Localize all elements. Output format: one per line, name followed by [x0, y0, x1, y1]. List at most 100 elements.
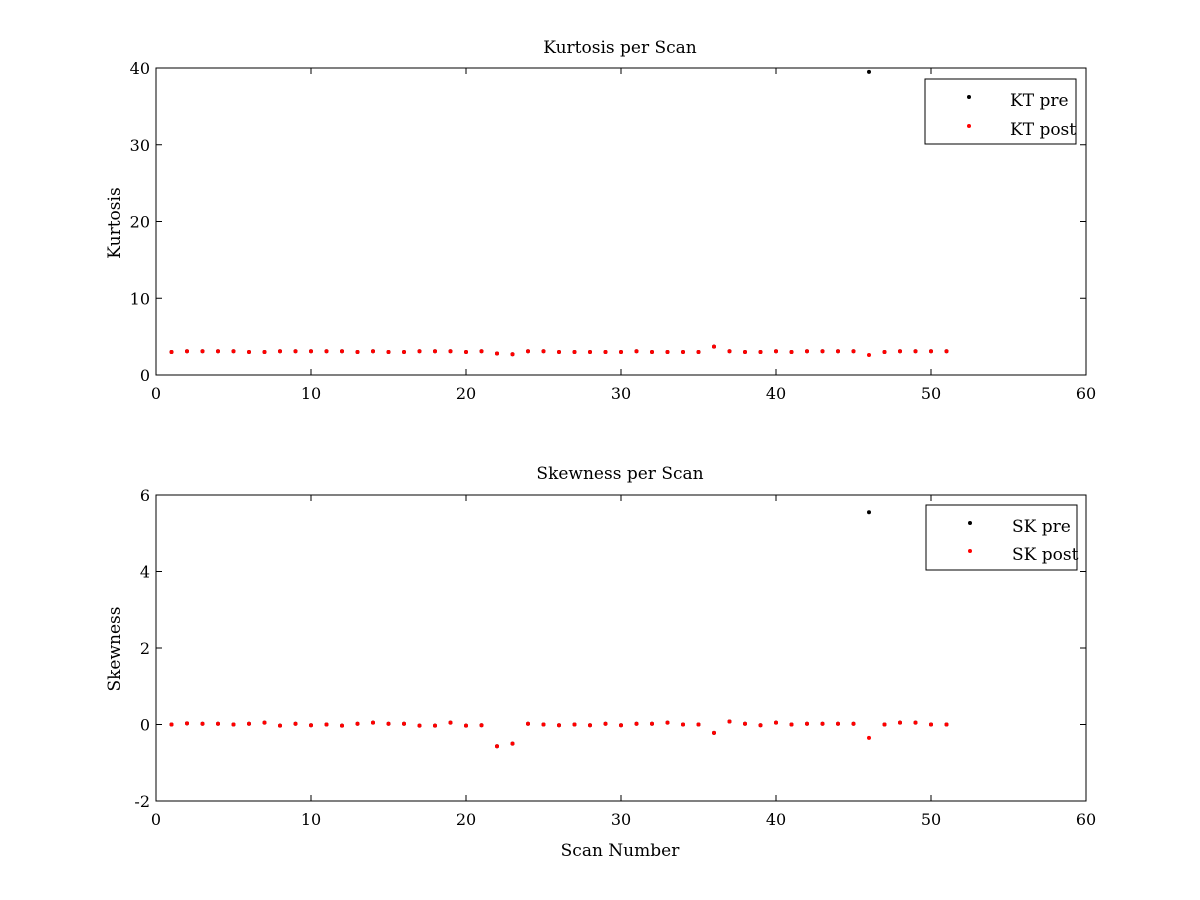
- kurtosis-point-kt-post: [309, 349, 313, 354]
- kurtosis-point-kt-post: [696, 349, 701, 354]
- kurtosis-point-kt-post: [913, 349, 918, 354]
- skewness-point-sk-post: [727, 719, 732, 724]
- kurtosis-point-kt-post: [727, 349, 732, 354]
- kurtosis-point-kt-post: [324, 349, 329, 354]
- skewness-point-sk-post: [479, 723, 484, 728]
- skewness-point-sk-post: [309, 723, 313, 728]
- skewness-point-sk-post: [929, 722, 933, 727]
- kurtosis-point-kt-post: [836, 349, 840, 354]
- skewness-point-sk-post: [200, 721, 205, 726]
- kurtosis-point-kt-post: [200, 349, 205, 354]
- skewness-data-points: [169, 510, 949, 749]
- kurtosis-plot-frame: [155, 67, 1087, 376]
- skewness-point-sk-post: [417, 723, 422, 728]
- kurtosis-y-tick-label: 40: [130, 59, 150, 78]
- kurtosis-point-kt-post: [231, 349, 236, 354]
- skewness-point-sk-post: [820, 721, 825, 726]
- kurtosis-point-kt-post: [169, 349, 174, 354]
- kurtosis-point-kt-post: [789, 349, 794, 354]
- skewness-point-sk-post: [789, 722, 794, 727]
- kurtosis-x-tick-label: 20: [456, 384, 476, 403]
- kurtosis-data-points: [169, 69, 949, 358]
- kurtosis-point-kt-post: [681, 349, 685, 354]
- kurtosis-x-tick-label: 50: [921, 384, 941, 403]
- kurtosis-point-kt-post: [402, 349, 406, 354]
- skewness-point-sk-post: [371, 720, 375, 725]
- kurtosis-legend-label-post: KT post: [1010, 120, 1076, 140]
- skewness-point-sk-post: [882, 722, 887, 727]
- skewness-point-sk-post: [433, 723, 437, 728]
- kurtosis-axis-ticks: 0 10 20 30 40 50 60 0 10 20 30 40: [130, 59, 1097, 403]
- skewness-legend-label-pre: SK pre: [1012, 517, 1071, 537]
- skewness-x-tick-label: 20: [456, 810, 476, 829]
- skewness-point-sk-post: [944, 722, 949, 727]
- kurtosis-point-kt-post: [867, 353, 871, 358]
- kurtosis-point-kt-post: [743, 349, 747, 354]
- skewness-legend-box: [925, 504, 1078, 571]
- skewness-point-sk-post: [867, 735, 871, 740]
- skewness-point-sk-post: [851, 721, 856, 726]
- kurtosis-point-kt-post: [278, 349, 282, 354]
- skewness-point-sk-post: [650, 721, 654, 726]
- kurtosis-point-kt-post: [464, 349, 468, 354]
- skewness-x-tick-label: 0: [151, 810, 161, 829]
- kurtosis-point-kt-post: [758, 349, 763, 354]
- kurtosis-x-tick-label: 10: [301, 384, 321, 403]
- skewness-point-sk-post: [169, 722, 174, 727]
- kurtosis-point-kt-post: [944, 349, 949, 354]
- skewness-point-sk-post: [836, 721, 840, 726]
- skewness-point-sk-post: [588, 723, 592, 728]
- kurtosis-y-tick-label: 30: [130, 136, 150, 155]
- skewness-x-tick-label: 10: [301, 810, 321, 829]
- skewness-point-sk-post: [402, 721, 406, 726]
- kurtosis-point-kt-post: [495, 351, 499, 356]
- kurtosis-point-kt-post: [479, 349, 484, 354]
- skewness-point-sk-post: [526, 721, 530, 726]
- kurtosis-legend-label-pre: KT pre: [1010, 91, 1069, 111]
- kurtosis-point-kt-post: [355, 349, 360, 354]
- skewness-point-sk-post: [665, 720, 670, 725]
- skewness-y-tick-label: 4: [140, 563, 150, 582]
- skewness-point-sk-post: [603, 721, 608, 726]
- kurtosis-chart-title: Kurtosis per Scan: [543, 38, 697, 58]
- skewness-point-sk-post: [495, 744, 499, 749]
- kurtosis-point-kt-post: [371, 349, 375, 354]
- skewness-point-sk-post: [743, 721, 747, 726]
- skewness-point-sk-post: [898, 720, 902, 725]
- skewness-point-sk-post: [355, 721, 360, 726]
- skewness-point-sk-post: [448, 720, 453, 725]
- kurtosis-point-kt-post: [541, 349, 546, 354]
- skewness-chart: Skewness per Scan Skewness Scan Number 0…: [105, 464, 1096, 861]
- kurtosis-point-kt-post: [882, 349, 887, 354]
- skewness-point-sk-post: [247, 721, 251, 726]
- skewness-point-sk-post: [340, 723, 344, 728]
- kurtosis-y-tick-label: 0: [140, 366, 150, 385]
- kurtosis-point-kt-post: [805, 349, 809, 354]
- skewness-point-sk-post: [231, 722, 236, 727]
- kurtosis-x-tick-label: 0: [151, 384, 161, 403]
- skewness-point-sk-post: [634, 721, 639, 726]
- skewness-legend-marker-pre: [968, 521, 972, 525]
- kurtosis-point-kt-post: [572, 349, 577, 354]
- skewness-point-sk-post: [293, 721, 298, 726]
- kurtosis-point-kt-post: [185, 349, 189, 354]
- skewness-point-sk-post: [557, 723, 561, 728]
- kurtosis-point-kt-post: [340, 349, 344, 354]
- skewness-point-sk-post: [681, 722, 685, 727]
- kurtosis-legend-box: [924, 78, 1077, 145]
- kurtosis-point-kt-post: [448, 349, 453, 354]
- skewness-y-tick-label: 0: [140, 716, 150, 735]
- skewness-point-sk-pre: [867, 510, 871, 515]
- skewness-chart-title: Skewness per Scan: [536, 464, 703, 484]
- skewness-point-sk-post: [758, 723, 763, 728]
- kurtosis-y-tick-label: 10: [130, 289, 150, 308]
- skewness-y-tick-label: 2: [140, 639, 150, 658]
- skewness-plot-frame: [155, 494, 1087, 802]
- kurtosis-point-kt-post: [247, 349, 251, 354]
- kurtosis-point-kt-post: [603, 349, 608, 354]
- kurtosis-point-kt-post: [820, 349, 825, 354]
- kurtosis-point-kt-post: [526, 349, 530, 354]
